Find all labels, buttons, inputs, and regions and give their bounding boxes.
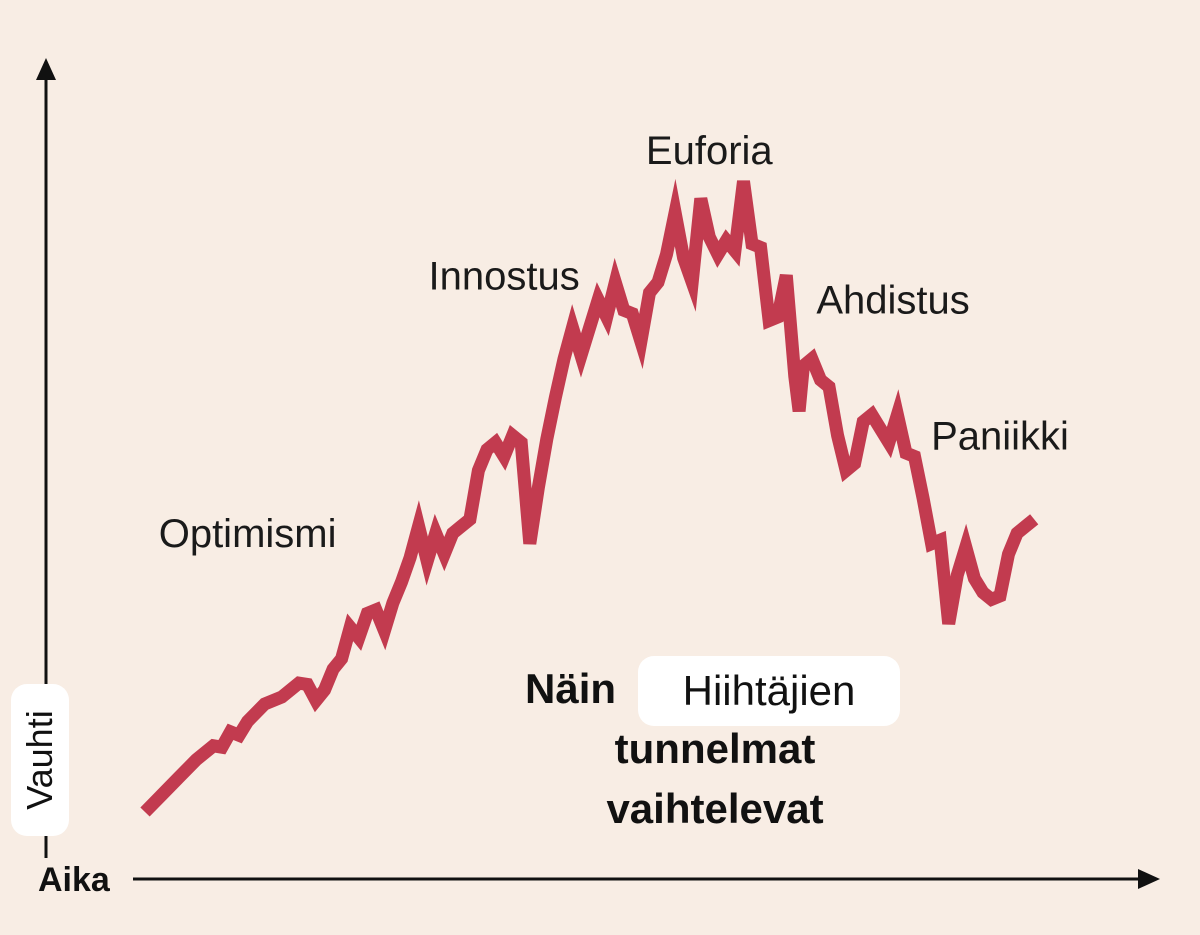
annotation-euforia: Euforia xyxy=(646,129,773,173)
title-overlay-text: Hiihtäjien xyxy=(682,667,856,714)
annotation-optimismi: Optimismi xyxy=(159,512,337,556)
title-line3: vaihtelevat xyxy=(606,785,823,832)
x-axis-arrow xyxy=(1138,869,1160,889)
annotation-paniikki: Paniikki xyxy=(931,415,1069,459)
title-line2: tunnelmat xyxy=(615,725,816,772)
y-axis-arrow xyxy=(36,58,56,80)
annotation-innostus: Innostus xyxy=(428,254,579,298)
x-axis-label: Aika xyxy=(38,861,111,899)
y-axis-label-sticker: Vauhti xyxy=(11,684,69,836)
title-overlay-sticker: Hiihtäjien xyxy=(638,656,900,726)
title-line1-start: Näin xyxy=(525,665,616,712)
series-line xyxy=(140,178,1039,817)
y-axis-label: Vauhti xyxy=(19,710,60,810)
phase-annotations: Optimismi Innostus Euforia Ahdistus Paniikki xyxy=(159,129,1069,556)
annotation-ahdistus: Ahdistus xyxy=(816,279,969,323)
